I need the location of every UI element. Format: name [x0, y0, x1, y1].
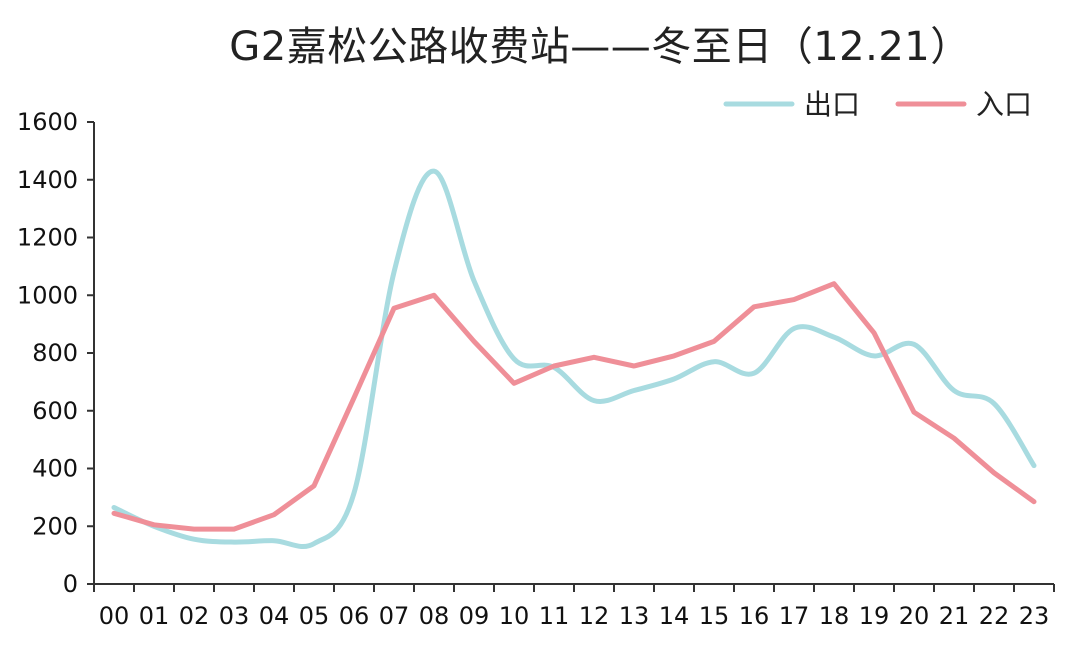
x-tick-label: 14 — [659, 602, 690, 630]
y-tick-label: 1600 — [17, 108, 78, 136]
x-tick-label: 17 — [779, 602, 810, 630]
legend: 出口 入口 — [723, 88, 1032, 121]
series-line-exit — [111, 168, 1037, 550]
x-tick-label: 01 — [139, 602, 170, 630]
y-tick-label: 200 — [32, 512, 78, 540]
x-tick-label: 13 — [619, 602, 650, 630]
x-tick-label: 16 — [739, 602, 770, 630]
y-tick-label: 600 — [32, 397, 78, 425]
x-tick-label: 04 — [259, 602, 290, 630]
series-line-entry — [111, 281, 1037, 532]
x-tick-label: 22 — [979, 602, 1010, 630]
x-tick-label: 02 — [179, 602, 210, 630]
x-tick-label: 19 — [859, 602, 890, 630]
series-lines — [111, 168, 1037, 550]
x-tick-label: 23 — [1019, 602, 1050, 630]
legend-label: 入口 — [976, 88, 1032, 121]
x-tick-label: 12 — [579, 602, 610, 630]
x-tick-label: 21 — [939, 602, 970, 630]
legend-label: 出口 — [804, 88, 860, 121]
y-tick-label: 800 — [32, 339, 78, 367]
y-tick-label: 400 — [32, 455, 78, 483]
x-tick-label: 05 — [299, 602, 330, 630]
x-tick-label: 09 — [459, 602, 490, 630]
x-tick-label: 03 — [219, 602, 250, 630]
axes — [93, 122, 1054, 585]
x-tick-label: 10 — [499, 602, 530, 630]
x-axis-ticks: 00 01 02 03 04 05 06 07 08 09 10 11 12 13 14 15 16 17 18 19… — [93, 584, 1055, 630]
x-tick-label: 06 — [339, 602, 370, 630]
x-tick-label: 08 — [419, 602, 450, 630]
x-tick-label: 00 — [99, 602, 130, 630]
x-tick-label: 15 — [699, 602, 730, 630]
x-tick-label: 20 — [899, 602, 930, 630]
y-tick-label: 0 — [63, 570, 78, 598]
y-tick-label: 1200 — [17, 224, 78, 252]
x-tick-label: 11 — [539, 602, 570, 630]
x-tick-label: 18 — [819, 602, 850, 630]
y-tick-label: 1400 — [17, 166, 78, 194]
y-axis-ticks: 0 200 400 600 800 1000 1200 1400 1600 — [17, 108, 94, 598]
y-tick-label: 1000 — [17, 281, 78, 309]
x-tick-label: 07 — [379, 602, 410, 630]
chart-title: G2嘉松公路收费站——冬至日（12.21） — [229, 24, 971, 70]
